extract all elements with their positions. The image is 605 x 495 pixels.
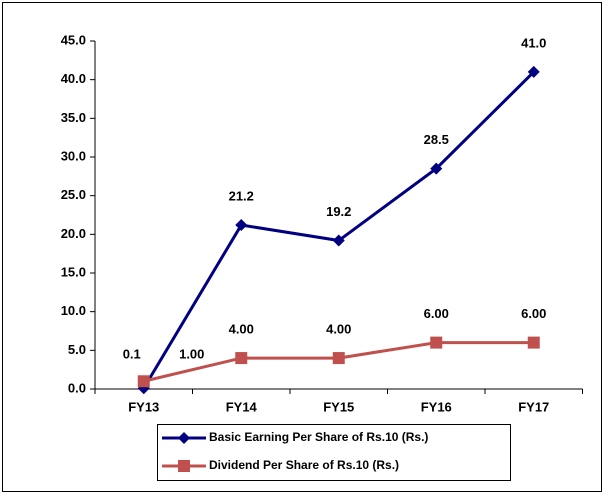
data-point [527,65,540,78]
y-tick-label: 40.0 [61,71,86,86]
data-point [527,336,540,349]
y-tick-label: 45.0 [61,32,86,47]
legend-box [157,424,511,481]
data-label: 6.00 [521,306,546,321]
data-point [235,352,248,365]
legend-label: Dividend Per Share of Rs.10 (Rs.) [209,458,399,472]
data-label: 28.5 [424,132,449,147]
y-tick-label: 25.0 [61,187,86,202]
data-point [235,219,248,232]
y-tick-label: 10.0 [61,303,86,318]
y-tick-label: 20.0 [61,226,86,241]
y-tick-label: 5.0 [68,342,86,357]
x-tick-label: FY16 [421,399,452,414]
data-label: 0.1 [123,346,141,361]
x-tick-label: FY17 [518,399,549,414]
legend-marker [178,460,190,472]
y-tick-label: 15.0 [61,264,86,279]
data-label: 41.0 [521,35,546,50]
y-tick-label: 35.0 [61,110,86,125]
x-tick-label: FY15 [323,399,354,414]
data-point [332,234,345,247]
legend-marker [178,432,190,444]
legend-label: Basic Earning Per Share of Rs.10 (Rs.) [209,430,428,444]
data-point [430,162,443,175]
data-label: 4.00 [326,322,351,337]
data-label: 4.00 [229,322,254,337]
data-label: 6.00 [424,306,449,321]
y-tick-label: 0.0 [68,380,86,395]
x-tick-label: FY14 [226,399,258,414]
data-label: 21.2 [229,188,254,203]
x-tick-label: FY13 [128,399,159,414]
data-label: 1.00 [179,347,204,362]
data-point [137,375,150,388]
data-label: 19.2 [326,204,351,219]
y-tick-label: 30.0 [61,148,86,163]
data-point [430,336,443,349]
data-point [332,352,345,365]
